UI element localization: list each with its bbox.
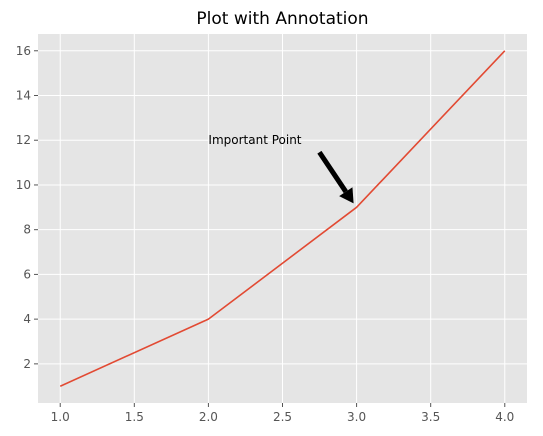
y-tick-label-4: 10 <box>16 178 31 192</box>
annotation-arrow-shaft <box>317 150 348 194</box>
x-tick-label-5: 3.5 <box>421 410 440 424</box>
annotation-arrow-head <box>339 187 354 204</box>
y-tick-label-0: 2 <box>23 357 31 371</box>
chart-title: Plot with Annotation <box>196 9 368 29</box>
annotation-layer: Important Point <box>208 133 354 204</box>
series-layer <box>59 50 506 387</box>
x-tick-label-1: 1.5 <box>125 410 144 424</box>
y-tick-label-6: 14 <box>16 89 31 103</box>
y-tick-label-1: 4 <box>23 312 31 326</box>
x-tick-label-0: 1.0 <box>51 410 70 424</box>
grid-lines <box>38 34 527 403</box>
x-tick-label-6: 4.0 <box>495 410 514 424</box>
y-tick-label-2: 6 <box>23 267 31 281</box>
y-axis-ticks: 2 4 6 8 10 12 14 16 <box>16 44 38 371</box>
x-tick-label-4: 3.0 <box>347 410 366 424</box>
x-tick-label-2: 2.0 <box>199 410 218 424</box>
x-tick-label-3: 2.5 <box>273 410 292 424</box>
annotation-label: Important Point <box>208 133 301 147</box>
series-line-0 <box>59 50 506 387</box>
y-tick-label-7: 16 <box>16 44 31 58</box>
y-tick-label-3: 8 <box>23 223 31 237</box>
y-tick-label-5: 12 <box>16 133 31 147</box>
x-axis-ticks: 1.0 1.5 2.0 2.5 3.0 3.5 4.0 <box>51 403 514 424</box>
